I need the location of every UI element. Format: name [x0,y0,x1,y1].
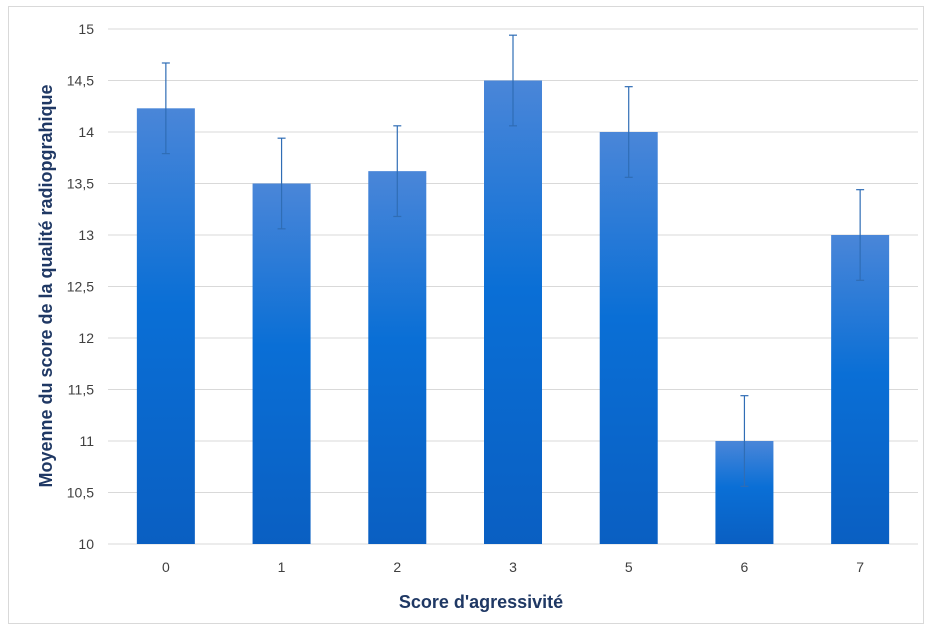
x-tick-label: 2 [393,559,401,575]
y-tick-label: 11 [79,433,94,449]
y-tick-label: 15 [78,21,94,37]
y-tick-label: 14 [78,124,94,140]
y-tick-label: 14,5 [67,73,94,89]
x-tick-label: 3 [509,559,517,575]
y-tick-label: 10,5 [67,485,94,501]
x-axis-title: Score d'agressivité [399,592,563,612]
bar [599,132,658,544]
error-bars [161,34,865,487]
error-bar [393,125,402,218]
y-tick-label: 13 [78,227,94,243]
y-tick-label: 10 [78,536,94,552]
bars [136,80,890,544]
y-tick-label: 12 [78,330,94,346]
bar [136,108,195,544]
x-axis-ticks: 0 1 2 3 5 6 7 [162,559,864,575]
bar [252,183,311,544]
bar [484,80,542,544]
error-bar [624,86,633,178]
x-tick-label: 1 [278,559,286,575]
y-axis-title: Moyenne du score de la qualité radiopgra… [36,84,56,487]
y-axis-ticks: 10 10,5 11 11,5 12 12,5 13 13,5 14 14,5 15 [67,21,94,552]
error-bar [740,395,749,487]
x-tick-label: 6 [741,559,749,575]
bar [368,171,427,544]
y-tick-label: 13,5 [67,176,94,192]
error-bar [277,137,286,230]
y-tick-label: 11,5 [68,382,94,398]
error-bar [856,189,865,281]
error-bar [509,34,517,127]
error-bar [161,62,170,155]
bar [831,235,890,544]
x-tick-label: 7 [856,559,864,575]
x-tick-label: 5 [625,559,633,575]
y-tick-label: 12,5 [67,279,94,295]
x-tick-label: 0 [162,559,170,575]
